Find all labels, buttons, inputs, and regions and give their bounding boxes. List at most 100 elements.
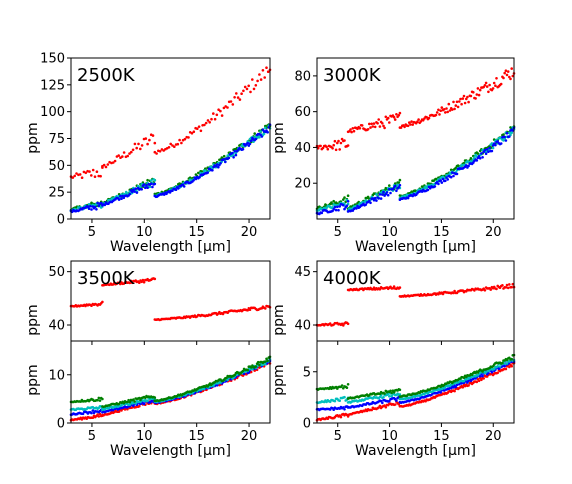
data-point: [511, 282, 515, 286]
data-point: [261, 363, 265, 367]
data-point: [333, 139, 337, 143]
data-point: [146, 178, 149, 182]
data-point: [451, 108, 454, 111]
data-point: [386, 193, 390, 197]
data-point: [153, 150, 157, 154]
data-point: [463, 101, 467, 105]
data-point: [483, 148, 487, 152]
data-point: [226, 106, 229, 109]
data-point: [372, 198, 376, 202]
data-point: [233, 96, 236, 99]
data-point: [509, 77, 512, 81]
data-point: [416, 120, 419, 123]
data-point: [138, 404, 141, 408]
data-point: [112, 161, 115, 164]
data-point: [249, 90, 252, 94]
data-point: [117, 198, 121, 201]
data-point: [248, 142, 252, 146]
data-point: [499, 82, 503, 86]
data-point: [246, 309, 249, 312]
data-point: [126, 154, 129, 158]
data-point: [508, 365, 511, 369]
data-point: [133, 400, 136, 403]
y-tick-label: 40: [294, 141, 311, 156]
y-tick-label: 5: [303, 365, 311, 380]
data-point: [264, 126, 267, 130]
data-point: [440, 106, 444, 109]
data-point: [452, 291, 455, 295]
data-point: [93, 175, 97, 178]
data-point: [510, 364, 513, 368]
data-point: [477, 379, 481, 383]
data-point: [474, 97, 477, 100]
data-point: [139, 402, 142, 406]
data-point: [399, 126, 403, 129]
y-axis-label: ppm: [25, 364, 41, 395]
data-point: [198, 176, 201, 179]
y-tick-label: 75: [48, 132, 65, 147]
y-axis-label: ppm: [271, 304, 287, 335]
data-point: [451, 171, 454, 174]
data-point: [134, 402, 137, 405]
data-point: [321, 146, 325, 150]
data-point: [84, 171, 88, 175]
data-point: [138, 281, 141, 285]
data-point: [140, 188, 143, 191]
data-point: [369, 201, 372, 205]
data-point: [395, 399, 398, 402]
data-point: [482, 377, 486, 380]
data-point: [241, 369, 245, 373]
data-point: [495, 77, 498, 80]
data-point: [103, 203, 107, 207]
data-point: [487, 90, 490, 94]
y-tick-label: 0: [57, 417, 65, 432]
data-point: [373, 196, 377, 200]
data-point: [393, 184, 397, 188]
data-point: [142, 280, 146, 284]
data-point: [346, 383, 350, 386]
data-point: [417, 118, 420, 121]
data-point: [461, 97, 465, 100]
x-axis-label: Wavelength [µm]: [110, 443, 231, 459]
data-point: [465, 97, 468, 101]
data-point: [343, 395, 346, 399]
data-point: [128, 403, 132, 406]
data-point: [219, 109, 222, 113]
data-point: [217, 165, 220, 169]
data-point: [183, 137, 187, 141]
data-point: [334, 148, 338, 152]
x-tick-label: 15: [188, 429, 205, 444]
x-axis-label: Wavelength [µm]: [110, 239, 231, 255]
data-point: [75, 172, 78, 175]
data-point: [240, 92, 243, 95]
data-point: [338, 399, 342, 403]
data-point: [190, 132, 194, 135]
data-point: [101, 300, 104, 304]
data-point: [398, 393, 402, 396]
data-point: [130, 190, 134, 194]
data-point: [398, 111, 402, 115]
data-point: [490, 142, 494, 145]
data-point: [98, 412, 102, 416]
data-point: [196, 127, 199, 130]
x-tick-label: 20: [485, 429, 502, 444]
data-point: [141, 278, 145, 282]
data-point: [462, 94, 466, 98]
data-point: [229, 100, 233, 103]
data-point: [155, 152, 158, 155]
data-point: [231, 151, 234, 155]
data-point: [346, 200, 350, 203]
y-tick-label: 25: [48, 186, 65, 201]
data-point: [153, 396, 157, 399]
data-points: [315, 353, 516, 422]
data-point: [381, 122, 384, 125]
data-point: [263, 76, 267, 79]
data-point: [258, 136, 261, 139]
data-point: [434, 113, 438, 117]
data-point: [151, 185, 154, 189]
data-point: [146, 186, 149, 189]
data-point: [477, 155, 481, 158]
data-point: [119, 194, 122, 198]
data-point: [473, 156, 476, 159]
data-point: [484, 152, 488, 155]
